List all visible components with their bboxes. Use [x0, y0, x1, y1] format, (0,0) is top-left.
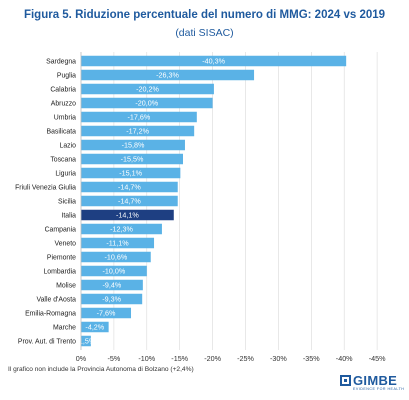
value-label: -14,7%: [118, 183, 141, 192]
footnote: Il grafico non include la Provincia Auto…: [8, 366, 194, 373]
category-label: Piemonte: [47, 255, 76, 262]
x-tick-label: -20%: [204, 354, 221, 363]
logo-name: GIMBE: [353, 373, 398, 388]
value-label: -9,4%: [103, 281, 122, 290]
value-label: -10,0%: [103, 267, 126, 276]
category-label: Emilia-Romagna: [25, 311, 76, 318]
x-tick-label: -10%: [138, 354, 155, 363]
chart-subtitle: (dati SISAC): [175, 27, 234, 39]
value-label: -4,2%: [85, 323, 104, 332]
chart-title: Figura 5. Riduzione percentuale del nume…: [23, 9, 386, 21]
category-label: Abruzzo: [51, 101, 76, 108]
value-label: -14,7%: [118, 197, 141, 206]
bar: [81, 251, 151, 263]
value-label: -1,5%: [77, 337, 96, 346]
bar: [81, 307, 132, 319]
category-label: Veneto: [55, 241, 77, 248]
value-label: -15,8%: [122, 141, 145, 150]
category-label: Basilicata: [47, 129, 77, 136]
category-label: Sicilia: [58, 199, 76, 206]
gimbe-logo: GIMBE EVIDENCE FOR HEALTH: [340, 373, 404, 395]
category-label: Valle d'Aosta: [37, 297, 77, 304]
category-label: Friuli Venezia Giulia: [15, 185, 76, 192]
bar: [81, 111, 197, 123]
x-tick-label: 0%: [76, 354, 87, 363]
value-label: -20,0%: [135, 99, 158, 108]
category-label: Molise: [56, 283, 76, 290]
category-label: Prov. Aut. di Trento: [18, 339, 76, 346]
gimbe-logo-icon: [340, 375, 351, 386]
value-label: -11,1%: [106, 239, 129, 248]
bar: [81, 83, 214, 95]
value-label: -17,2%: [126, 127, 149, 136]
bar: [81, 195, 178, 207]
bar: [81, 265, 147, 277]
bar: [81, 55, 347, 67]
value-label: -10,6%: [104, 253, 127, 262]
category-label: Umbria: [54, 115, 76, 122]
value-label: -12,3%: [110, 225, 133, 234]
category-label: Calabria: [50, 87, 76, 94]
value-label: -15,5%: [121, 155, 144, 164]
bar: [81, 237, 155, 249]
category-label: Liguria: [55, 171, 76, 178]
value-label: -14,1%: [116, 211, 139, 220]
logo-tagline: EVIDENCE FOR HEALTH: [353, 387, 405, 391]
value-label: -15,1%: [119, 169, 142, 178]
bar: [81, 153, 183, 165]
category-label: Campania: [45, 227, 77, 234]
value-label: -17,6%: [128, 113, 151, 122]
x-tick-label: -25%: [237, 354, 254, 363]
bar: [81, 167, 181, 179]
bar: [81, 335, 91, 347]
value-label: -9,3%: [102, 295, 121, 304]
bar: [81, 321, 109, 333]
x-tick-label: -35%: [303, 354, 320, 363]
value-label: -7,6%: [97, 309, 116, 318]
bar: [81, 125, 195, 137]
x-tick-label: -5%: [108, 354, 121, 363]
value-label: -26,3%: [156, 71, 179, 80]
bar: [81, 279, 143, 291]
bar: [81, 97, 213, 109]
bar: [81, 181, 178, 193]
value-label: -40,3%: [202, 57, 225, 66]
x-tick-label: -40%: [336, 354, 353, 363]
bar: [81, 209, 174, 221]
value-label: -20,2%: [136, 85, 159, 94]
category-label: Italia: [61, 213, 76, 220]
x-tick-label: -30%: [270, 354, 287, 363]
category-label: Sardegna: [46, 59, 76, 66]
category-label: Toscana: [50, 157, 76, 164]
category-label: Puglia: [57, 73, 76, 80]
bar: [81, 223, 162, 235]
category-label: Marche: [53, 325, 76, 332]
category-label: Lazio: [60, 143, 77, 150]
bar: [81, 293, 143, 305]
bar: [81, 139, 185, 151]
bar: [81, 69, 255, 81]
category-label: Lombardia: [43, 269, 76, 276]
x-tick-label: -15%: [171, 354, 188, 363]
x-tick-label: -45%: [369, 354, 386, 363]
